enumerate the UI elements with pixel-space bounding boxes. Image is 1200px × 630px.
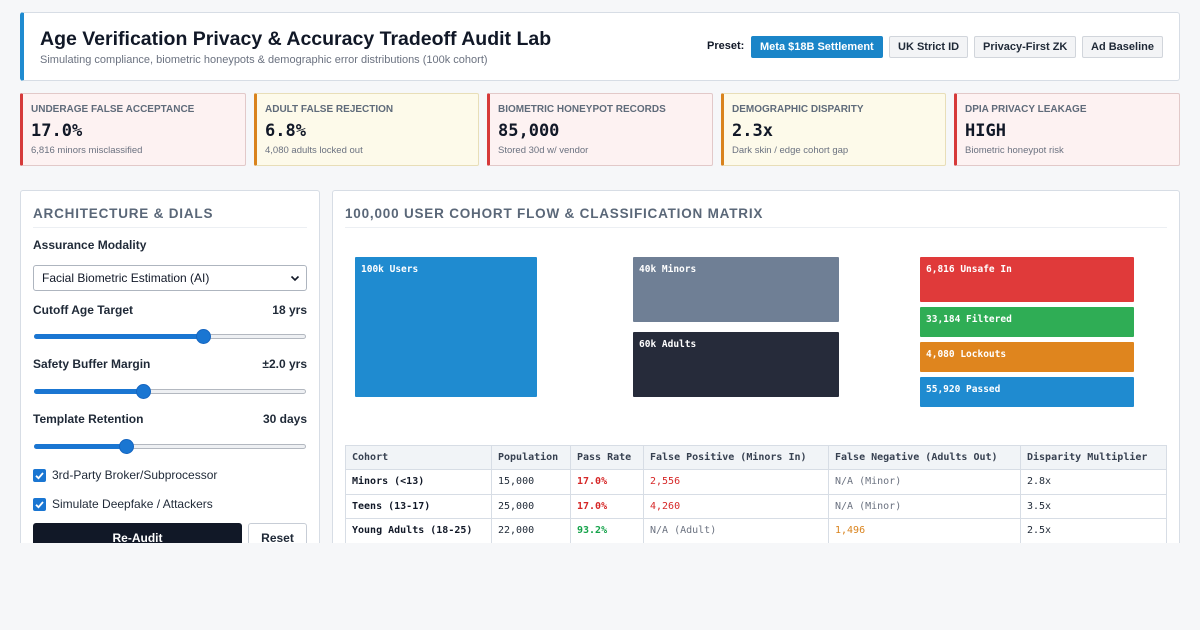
cutoff-age-slider[interactable] [34,328,306,344]
false-positive-cell: 2,556 [643,469,829,495]
flow-node-lockouts: 4,080 Lockouts [920,342,1134,372]
app-header: Age Verification Privacy & Accuracy Trad… [20,12,1180,81]
table-row: Teens (13-17) 25,000 17.0% 4,260 N/A (Mi… [345,493,1167,519]
re-audit-button[interactable]: Re-Audit [33,523,242,543]
metric-label: DPIA Privacy Leakage [965,104,1087,115]
safety-buffer-slider[interactable] [34,383,306,399]
column-header-false-negative: False Negative (Adults Out) [828,445,1021,470]
flow-node-filtered: 33,184 Filtered [920,307,1134,337]
false-negative-cell: N/A (Minor) [828,469,1021,495]
broker-checkbox-label: 3rd-Party Broker/Subprocessor [52,468,218,482]
divider [33,227,307,228]
cohort-cell: Minors (<13) [345,469,492,495]
metric-card-biometric-honeypot: Biometric Honeypot Records 85,000 Stored… [487,93,713,166]
safety-buffer-label: Safety Buffer Margin [33,357,151,371]
preset-privacy-first-zk-button[interactable]: Privacy-First ZK [974,36,1077,58]
preset-meta-settlement-button[interactable]: Meta $18B Settlement [751,36,883,58]
metric-subtext: Dark skin / edge cohort gap [732,145,849,156]
metric-value: 17.0% [31,121,83,141]
metric-value: 85,000 [498,121,560,141]
modality-label: Assurance Modality [33,238,147,252]
template-retention-label: Template Retention [33,412,144,426]
column-header-disparity: Disparity Multiplier [1020,445,1167,470]
metric-value: HIGH [965,121,1006,141]
flow-node-unsafe-in: 6,816 Unsafe In [920,257,1134,302]
population-cell: 22,000 [491,518,571,543]
cohort-cell: Young Adults (18-25) [345,518,492,543]
chevron-down-icon [290,275,300,282]
false-positive-cell: N/A (Adult) [643,518,829,543]
cutoff-age-label: Cutoff Age Target [33,303,133,317]
preset-ad-baseline-button[interactable]: Ad Baseline [1082,36,1163,58]
metric-card-demographic-disparity: Demographic Disparity 2.3x Dark skin / e… [721,93,946,166]
pass-rate-cell: 17.0% [570,493,644,519]
flow-node-source: 100k Users [355,257,537,397]
population-cell: 15,000 [491,469,571,495]
population-cell: 25,000 [491,493,571,519]
flow-node-adults: 60k Adults [633,332,839,397]
page-title: Age Verification Privacy & Accuracy Trad… [40,28,552,50]
deepfake-checkbox-label: Simulate Deepfake / Attackers [52,497,213,511]
template-retention-slider[interactable] [34,438,306,454]
disparity-cell: 2.5x [1020,518,1167,543]
cohort-cell: Teens (13-17) [345,493,492,519]
page-subtitle: Simulating compliance, biometric honeypo… [40,54,488,66]
cohort-flow-title: 100,000 User Cohort Flow & Classificatio… [345,206,764,221]
cohort-flow-panel: 100,000 User Cohort Flow & Classificatio… [332,190,1180,543]
modality-selected-value: Facial Biometric Estimation (AI) [42,271,210,285]
metric-subtext: 4,080 adults locked out [265,145,363,156]
metric-label: Demographic Disparity [732,104,864,115]
metric-card-dpia-privacy-leakage: DPIA Privacy Leakage HIGH Biometric hone… [954,93,1180,166]
column-header-cohort: Cohort [345,445,492,470]
controls-panel-title: Architecture & Dials [33,206,214,221]
metric-subtext: Stored 30d w/ vendor [498,145,589,156]
disparity-cell: 3.5x [1020,493,1167,519]
metric-label: Biometric Honeypot Records [498,104,666,115]
table-row: Minors (<13) 15,000 17.0% 2,556 N/A (Min… [345,469,1167,495]
false-negative-cell: N/A (Minor) [828,493,1021,519]
cutoff-age-value: 18 yrs [272,303,307,317]
metric-value: 6.8% [265,121,306,141]
broker-checkbox-row[interactable]: 3rd-Party Broker/Subprocessor [33,467,217,483]
slider-fill [34,444,127,449]
metric-card-adult-false-rejection: Adult False Rejection 6.8% 4,080 adults … [254,93,479,166]
slider-thumb[interactable] [195,329,211,344]
modality-select[interactable]: Facial Biometric Estimation (AI) [33,265,307,291]
reset-button[interactable]: Reset [248,523,307,543]
metric-label: Adult False Rejection [265,104,394,115]
template-retention-value: 30 days [262,412,307,426]
metric-label: Underage False Acceptance [31,104,195,115]
slider-thumb[interactable] [119,439,135,454]
column-header-population: Population [491,445,571,470]
safety-buffer-value: ±2.0 yrs [262,357,307,371]
false-positive-cell: 4,260 [643,493,829,519]
slider-fill [34,389,143,394]
column-header-false-positive: False Positive (Minors In) [643,445,829,470]
check-icon [35,500,44,509]
slider-thumb[interactable] [135,384,151,399]
broker-checkbox[interactable] [33,468,46,482]
disparity-cell: 2.8x [1020,469,1167,495]
deepfake-checkbox-row[interactable]: Simulate Deepfake / Attackers [33,496,213,512]
metric-subtext: 6,816 minors misclassified [31,145,143,156]
check-icon [35,471,44,480]
flow-node-passed: 55,920 Passed [920,377,1134,407]
pass-rate-cell: 17.0% [570,469,644,495]
preset-label: Preset: [707,40,745,52]
classification-matrix-table: Cohort Population Pass Rate False Positi… [345,445,1167,543]
metric-card-underage-false-acceptance: Underage False Acceptance 17.0% 6,816 mi… [20,93,246,166]
preset-uk-strict-id-button[interactable]: UK Strict ID [889,36,969,58]
divider [345,227,1167,228]
column-header-pass-rate: Pass Rate [570,445,644,470]
metric-subtext: Biometric honeypot risk [965,145,1064,156]
flow-node-minors: 40k Minors [633,257,839,322]
table-header-row: Cohort Population Pass Rate False Positi… [345,445,1167,470]
controls-panel: Architecture & Dials Assurance Modality … [20,190,320,543]
metric-value: 2.3x [732,121,773,141]
pass-rate-cell: 93.2% [570,518,644,543]
false-negative-cell: 1,496 [828,518,1021,543]
table-row: Young Adults (18-25) 22,000 93.2% N/A (A… [345,518,1167,543]
deepfake-checkbox[interactable] [33,497,46,511]
slider-fill [34,334,203,339]
